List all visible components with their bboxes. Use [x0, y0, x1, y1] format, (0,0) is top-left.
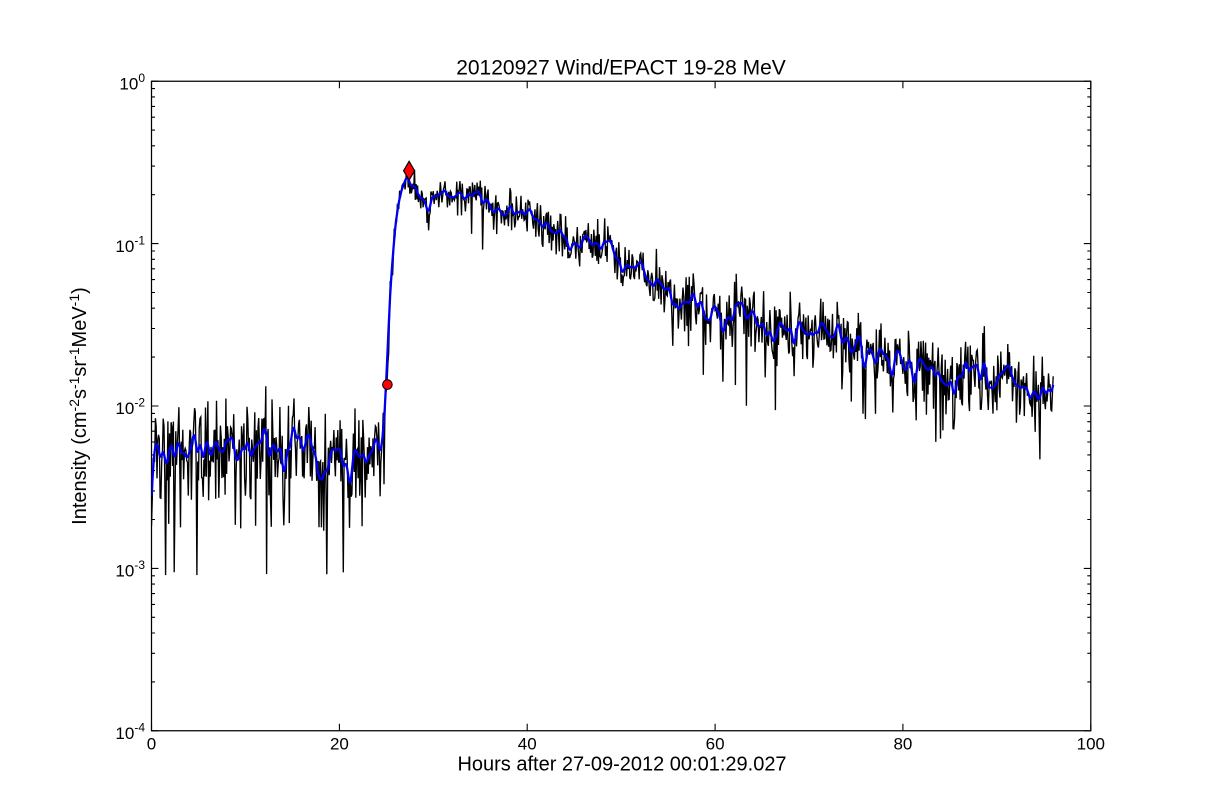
svg-text:Hours after 27-09-2012 00:01:2: Hours after 27-09-2012 00:01:29.027 [457, 754, 786, 776]
svg-text:60: 60 [706, 735, 725, 754]
svg-text:100: 100 [1077, 735, 1105, 754]
svg-text:80: 80 [893, 735, 912, 754]
svg-text:0: 0 [147, 735, 156, 754]
svg-text:20120927 Wind/EPACT 19-28 MeV: 20120927 Wind/EPACT 19-28 MeV [456, 57, 786, 80]
svg-text:20: 20 [330, 735, 349, 754]
svg-text:40: 40 [518, 735, 537, 754]
